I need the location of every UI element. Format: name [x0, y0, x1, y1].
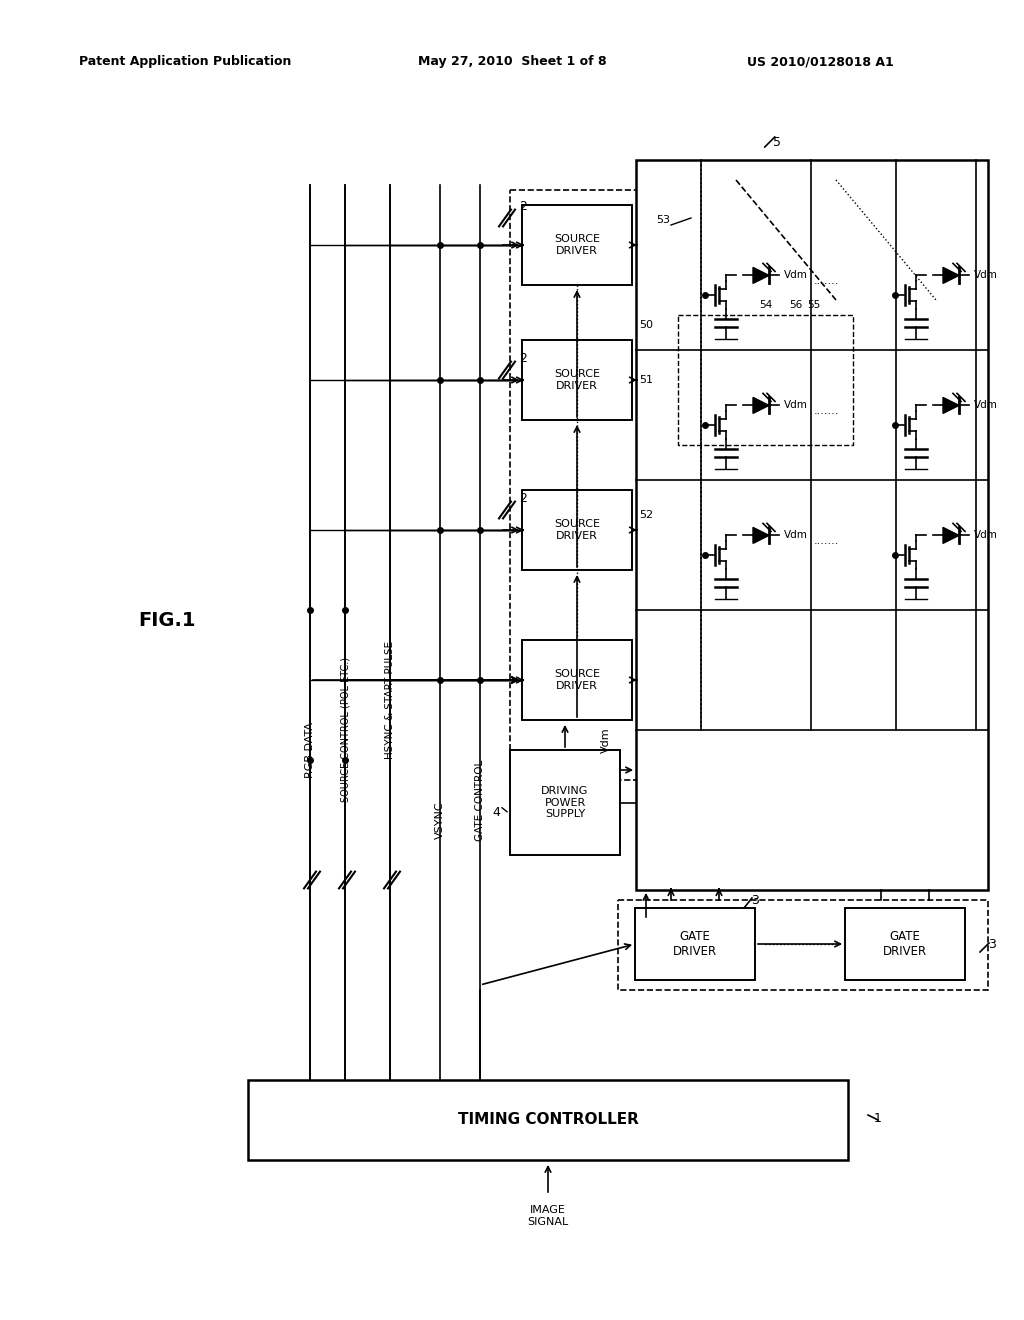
Text: GATE
DRIVER: GATE DRIVER	[883, 931, 927, 958]
Text: SOURCE CONTROL (POL ETC.): SOURCE CONTROL (POL ETC.)	[340, 657, 350, 803]
Text: 2: 2	[519, 491, 527, 504]
Text: .......: .......	[813, 407, 839, 416]
Text: May 27, 2010  Sheet 1 of 8: May 27, 2010 Sheet 1 of 8	[418, 55, 606, 69]
Text: GATE CONTROL: GATE CONTROL	[475, 759, 485, 841]
Text: 2: 2	[519, 201, 527, 214]
Text: GATE
DRIVER: GATE DRIVER	[673, 931, 717, 958]
Text: TIMING CONTROLLER: TIMING CONTROLLER	[458, 1113, 638, 1127]
Text: 5: 5	[773, 136, 780, 149]
Bar	[522, 205, 632, 285]
Text: Patent Application Publication: Patent Application Publication	[79, 55, 291, 69]
Text: .......: .......	[813, 276, 839, 286]
Text: 3: 3	[988, 939, 996, 952]
Text: 52: 52	[639, 510, 653, 520]
Text: SOURCE
DRIVER: SOURCE DRIVER	[554, 370, 600, 391]
Bar	[635, 908, 755, 979]
Text: DRIVING
POWER
SUPPLY: DRIVING POWER SUPPLY	[542, 785, 589, 820]
Polygon shape	[753, 528, 769, 544]
Text: Vdm: Vdm	[784, 400, 808, 411]
Bar	[845, 908, 965, 979]
Bar	[678, 315, 853, 445]
Text: VSYNC: VSYNC	[435, 801, 445, 838]
Bar	[522, 341, 632, 420]
Bar	[636, 160, 988, 890]
Text: 55: 55	[807, 300, 820, 310]
Bar	[522, 640, 632, 719]
Text: Vdm: Vdm	[784, 271, 808, 280]
Text: IMAGE: IMAGE	[530, 1205, 566, 1214]
Text: Vdm: Vdm	[974, 531, 998, 540]
Text: SOURCE
DRIVER: SOURCE DRIVER	[554, 669, 600, 690]
Text: 1: 1	[874, 1111, 882, 1125]
Bar	[510, 190, 655, 780]
Text: SIGNAL: SIGNAL	[527, 1217, 568, 1228]
Polygon shape	[753, 268, 769, 284]
Text: 50: 50	[639, 319, 653, 330]
Text: 53: 53	[656, 215, 670, 224]
Text: Vdm: Vdm	[601, 727, 611, 752]
Text: 56: 56	[790, 300, 803, 310]
Bar	[248, 1080, 848, 1160]
Text: 4: 4	[493, 807, 500, 820]
Text: FIG.1: FIG.1	[138, 610, 196, 630]
Text: SOURCE
DRIVER: SOURCE DRIVER	[554, 519, 600, 541]
Text: .......: .......	[813, 536, 839, 546]
Text: Vdm: Vdm	[974, 271, 998, 280]
Bar	[522, 490, 632, 570]
Text: Vdm: Vdm	[784, 531, 808, 540]
Text: 51: 51	[639, 375, 653, 385]
Polygon shape	[753, 397, 769, 413]
Polygon shape	[943, 528, 959, 544]
Text: SOURCE
DRIVER: SOURCE DRIVER	[554, 234, 600, 256]
Text: RGB DATA: RGB DATA	[305, 722, 315, 777]
Text: 3: 3	[751, 894, 759, 907]
Bar	[510, 750, 620, 855]
Text: 54: 54	[760, 300, 773, 310]
Text: HSYNC & START PULSE: HSYNC & START PULSE	[385, 642, 395, 759]
Polygon shape	[943, 397, 959, 413]
Polygon shape	[943, 268, 959, 284]
Text: Vdm: Vdm	[974, 400, 998, 411]
Text: US 2010/0128018 A1: US 2010/0128018 A1	[746, 55, 893, 69]
Text: 2: 2	[519, 351, 527, 364]
Bar	[618, 900, 988, 990]
